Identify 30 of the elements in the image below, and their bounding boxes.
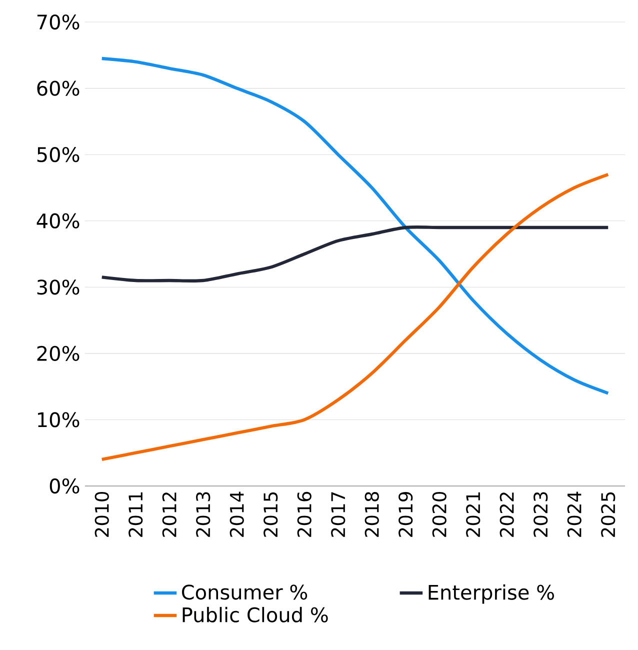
- line-series: [100, 56, 610, 395]
- legend-label: Consumer %: [182, 584, 308, 600]
- x-tick-label: 2018: [364, 492, 379, 537]
- y-tick-label: 50%: [37, 147, 80, 162]
- x-tick-label: 2014: [230, 492, 244, 537]
- x-tick-label: 2015: [264, 492, 278, 537]
- legend-label: Enterprise %: [428, 584, 554, 604]
- y-tick-label: 30%: [37, 280, 80, 295]
- y-tick-label: 70%: [37, 14, 80, 30]
- x-tick-label: 2021: [466, 492, 480, 537]
- y-tick-label: 60%: [37, 80, 80, 96]
- y-tick-label: 20%: [37, 346, 80, 362]
- x-tick-label: 2012: [162, 492, 176, 537]
- x-tick-label: 2011: [128, 492, 143, 537]
- y-tick-label: 40%: [36, 213, 80, 228]
- x-tick-label: 2024: [567, 492, 582, 537]
- x-tick-label: 2019: [398, 492, 413, 537]
- y-tick-label: 0%: [50, 478, 80, 494]
- x-tick-label: 2025: [601, 492, 616, 537]
- x-tick-label: 2016: [297, 492, 312, 537]
- x-tick-label: 2022: [500, 492, 514, 537]
- x-tick-label: 2017: [331, 492, 346, 537]
- x-tick-label: 2013: [196, 492, 210, 537]
- legend-label: Public Cloud %: [182, 606, 328, 622]
- x-tick-label: 2023: [534, 492, 548, 537]
- line-series: [100, 172, 610, 462]
- x-tick-label: 2010: [94, 492, 109, 537]
- y-tick-label: 10%: [38, 412, 80, 428]
- line-series: [100, 225, 610, 283]
- x-tick-label: 2020: [432, 492, 446, 537]
